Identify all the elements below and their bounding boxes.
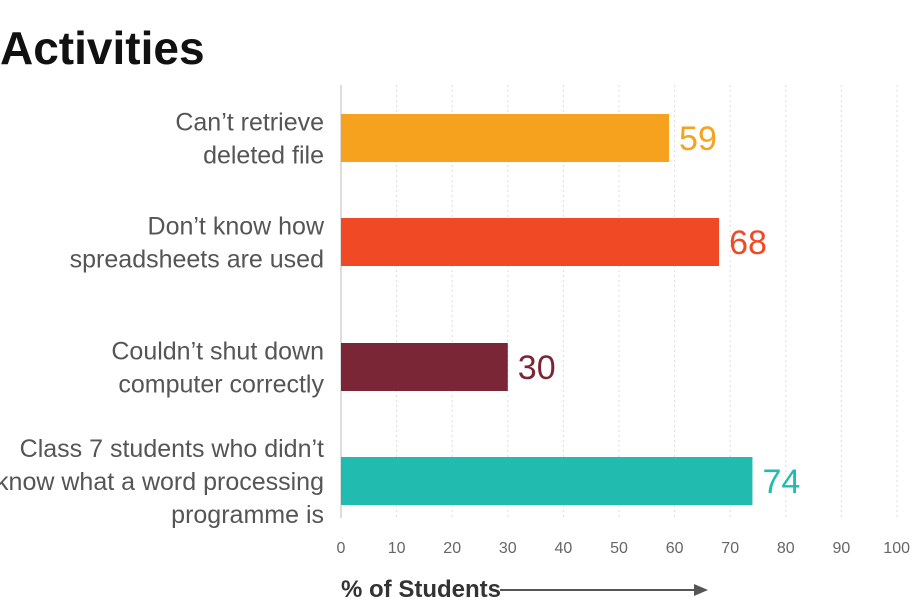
chart-title: Activities [0, 22, 205, 74]
grid-lines [340, 85, 898, 518]
value-label: 59 [679, 120, 717, 158]
x-tick-label: 100 [883, 540, 910, 557]
x-axis-label: % of Students [341, 576, 501, 603]
bar [341, 218, 720, 266]
x-tick-label: 30 [499, 540, 517, 557]
bar [341, 114, 670, 162]
bar [341, 343, 508, 391]
x-tick-label: 10 [388, 540, 406, 557]
x-tick-label: 70 [721, 540, 739, 557]
x-tick-label: 90 [833, 540, 851, 557]
value-labels: 59 68 30 74 [518, 120, 800, 501]
value-label: 68 [729, 224, 767, 262]
x-tick-label: 40 [555, 540, 573, 557]
x-axis-arrow [500, 584, 708, 596]
category-label: Can’t retrieve deleted file [175, 109, 324, 170]
x-axis-ticks: 0 10 20 30 40 50 60 70 80 90 100 [337, 540, 911, 557]
bars [341, 114, 753, 505]
x-tick-label: 80 [777, 540, 795, 557]
value-label: 30 [518, 349, 556, 387]
category-label: Class 7 students who didn’t know what a w… [0, 435, 324, 529]
category-label: Couldn’t shut down computer correctly [111, 338, 324, 399]
bar [341, 457, 753, 505]
category-label: Don’t know how spreadsheets are used [70, 213, 325, 274]
x-tick-label: 50 [610, 540, 628, 557]
x-tick-label: 0 [337, 540, 346, 557]
value-label: 74 [762, 463, 800, 501]
x-tick-label: 20 [443, 540, 461, 557]
category-labels: Can’t retrieve deleted file Don’t know how… [0, 109, 325, 530]
x-tick-label: 60 [666, 540, 684, 557]
